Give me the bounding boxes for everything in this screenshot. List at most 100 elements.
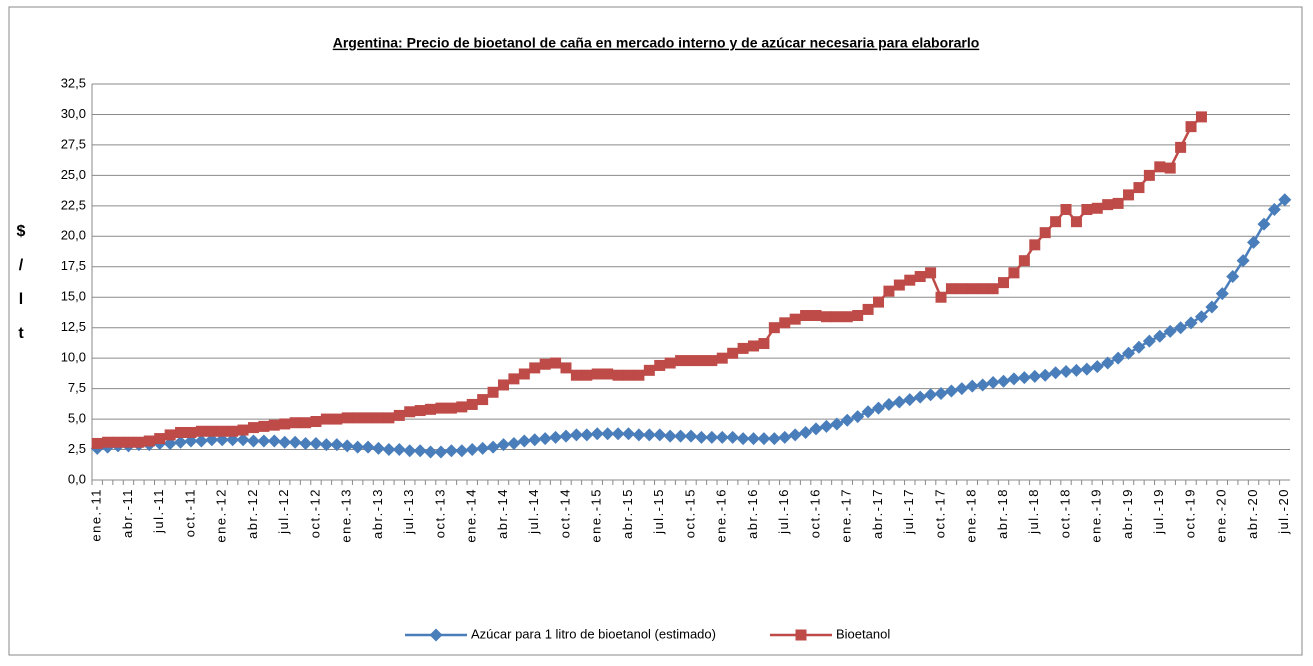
data-point: [257, 434, 271, 448]
data-point: [590, 427, 604, 441]
data-point: [455, 444, 469, 458]
data-point: [819, 419, 833, 433]
data-point: [1175, 141, 1187, 153]
data-point: [508, 373, 520, 385]
data-point: [706, 355, 718, 367]
data-point: [1215, 287, 1229, 301]
data-point: [976, 378, 990, 392]
data-point: [487, 386, 499, 398]
data-point: [279, 418, 291, 430]
data-point: [768, 322, 780, 334]
data-point: [319, 438, 333, 452]
data-point: [581, 369, 593, 381]
y-tick-label: 15,0: [61, 289, 86, 304]
data-point: [236, 433, 250, 447]
data-point: [175, 426, 187, 438]
data-point: [904, 274, 916, 286]
data-point: [1226, 270, 1240, 284]
x-tick-label: jul.-12: [276, 488, 291, 535]
x-tick-label: ene.-14: [464, 488, 479, 543]
x-tick-label: ene.-11: [89, 488, 104, 542]
data-point: [1111, 351, 1125, 365]
data-point: [517, 434, 531, 448]
data-point: [1278, 193, 1292, 207]
data-point: [122, 436, 134, 448]
y-tick-label: 22,5: [61, 197, 86, 212]
x-tick-label: oct.-13: [432, 488, 447, 538]
data-point: [809, 422, 823, 436]
data-point: [924, 388, 938, 402]
data-point: [1174, 321, 1188, 335]
x-tick-label: oct.-18: [1057, 488, 1072, 538]
data-point: [550, 357, 562, 369]
data-point: [684, 429, 698, 443]
data-point: [1102, 199, 1114, 211]
x-tick-label: abr.-18: [995, 488, 1010, 539]
data-point: [528, 433, 542, 447]
data-point: [1101, 356, 1115, 370]
data-point: [998, 277, 1010, 289]
data-point: [1195, 111, 1207, 123]
legend-marker: [795, 629, 807, 641]
data-point: [539, 358, 551, 370]
data-point: [695, 355, 707, 367]
data-point: [934, 386, 948, 400]
data-point: [716, 352, 728, 364]
data-point: [788, 428, 802, 442]
data-point: [91, 437, 103, 449]
legend-label: Bioetanol: [836, 626, 890, 641]
y-tick-label: 12,5: [61, 319, 86, 334]
x-tick-label: jul.-11: [151, 488, 166, 534]
chart-title: Argentina: Precio de bioetanol de caña e…: [333, 35, 980, 51]
data-point: [643, 364, 655, 376]
x-tick-label: ene.-13: [339, 488, 354, 543]
data-point: [445, 402, 457, 414]
data-point: [1070, 216, 1082, 228]
data-point: [621, 427, 635, 441]
x-tick-label: oct.-16: [807, 488, 822, 538]
data-point: [726, 430, 740, 444]
data-point: [663, 429, 677, 443]
data-point: [1080, 362, 1094, 376]
data-point: [748, 340, 760, 352]
data-point: [393, 409, 405, 421]
data-point: [799, 425, 813, 439]
data-point: [840, 413, 854, 427]
data-point: [601, 427, 615, 441]
data-point: [1017, 371, 1031, 385]
data-point: [694, 430, 708, 444]
data-point: [289, 417, 301, 429]
data-point: [715, 430, 729, 444]
data-point: [538, 432, 552, 446]
data-point: [267, 434, 281, 448]
data-point: [1133, 182, 1145, 194]
legend-label: Azúcar para 1 litro de bioetanol (estima…: [471, 626, 716, 641]
data-point: [580, 428, 594, 442]
y-tick-label: 30,0: [61, 106, 86, 121]
data-point: [1205, 300, 1219, 314]
data-point: [288, 435, 302, 449]
data-point: [872, 401, 886, 415]
data-point: [705, 430, 719, 444]
data-point: [800, 310, 812, 322]
data-point: [612, 369, 624, 381]
data-point: [955, 382, 969, 396]
data-point: [1029, 239, 1041, 251]
data-point: [965, 379, 979, 393]
data-point: [653, 428, 667, 442]
data-point: [425, 403, 437, 415]
data-point: [1122, 346, 1136, 360]
x-tick-label: ene.-16: [714, 488, 729, 543]
data-point: [569, 428, 583, 442]
data-point: [278, 435, 292, 449]
data-point: [414, 405, 426, 417]
x-tick-label: jul.-18: [1026, 488, 1041, 535]
data-point: [862, 303, 874, 315]
data-point: [977, 283, 989, 295]
y-tick-label: 20,0: [61, 228, 86, 243]
x-tick-label: jul.-13: [401, 488, 416, 535]
data-point: [404, 406, 416, 418]
data-point: [383, 412, 395, 424]
data-point: [841, 311, 853, 323]
data-point: [997, 374, 1011, 388]
